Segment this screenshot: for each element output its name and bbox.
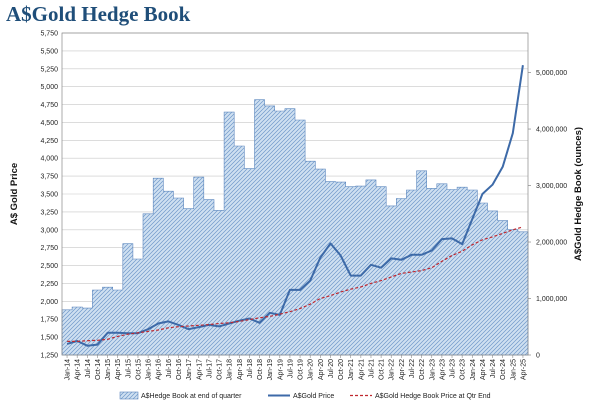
x-tick-label: Jul-14 [85, 359, 92, 378]
y-tick-label: 3,500 [40, 192, 58, 199]
x-tick-label: Jan-21 [348, 359, 355, 381]
x-tick-label: Jan-18 [227, 359, 234, 381]
legend-label-gold-price: A$Gold Price [293, 393, 334, 400]
y-tick-label: 5,000 [40, 84, 58, 91]
hedge-book-price-line [67, 226, 524, 342]
x-tick-label: Apr-22 [399, 359, 406, 380]
x-tick-label: Oct-22 [419, 359, 426, 380]
y-tick-label: 4,250 [40, 138, 58, 145]
x-tick-label: Jan-19 [267, 359, 274, 381]
x-tick-label: Jul-18 [247, 359, 254, 378]
x-tick-label: Apr-15 [115, 359, 122, 380]
x-tick-label: Oct-23 [460, 359, 467, 380]
x-tick-label: Apr-19 [277, 359, 284, 380]
x-tick-label: Oct-24 [500, 359, 507, 380]
legend-label-hedge-book: A$Hedge Book at end of quarter [141, 393, 242, 400]
x-tick-label: Oct-16 [176, 359, 183, 380]
legend: A$Hedge Book at end of quarter A$Gold Pri… [119, 391, 491, 400]
y2-tick-label: 2,000,000 [536, 240, 567, 247]
x-tick-label: Oct-20 [338, 359, 345, 380]
x-tick-label: Jul-15 [125, 359, 132, 378]
x-tick-label: Jul-24 [490, 359, 497, 378]
hedge-book-area-layer [61, 99, 529, 356]
x-tick-label: Jan-16 [146, 359, 153, 381]
y-axis-title: A$ Gold Price [9, 163, 20, 225]
x-tick-label: Jan-23 [429, 359, 436, 381]
y-tick-label: 2,000 [40, 299, 58, 306]
y2-tick-label: 5,000,000 [536, 70, 567, 77]
x-tick-label: Jan-25 [510, 359, 517, 381]
y-tick-label: 1,250 [40, 353, 58, 360]
x-tick-label: Apr-17 [196, 359, 203, 380]
gold-price-line [66, 65, 524, 347]
x-tick-label: Jan-20 [308, 359, 315, 381]
y2-tick-label: 3,000,000 [536, 183, 567, 190]
x-tick-label: Jan-17 [186, 359, 193, 381]
legend-label-hedge-price: A$Gold Hedge Book Price at Qtr End [375, 393, 491, 400]
x-tick-label: Oct-21 [379, 359, 386, 380]
y-tick-label: 5,500 [40, 48, 58, 55]
chart-title: A$Gold Hedge Book [6, 2, 191, 26]
axes-layer: 1,250 1,500 1,750 2,000 2,250 2,500 2,750 3,000… [9, 31, 584, 381]
y-tick-label: 2,750 [40, 245, 58, 252]
x-tick-label: Oct-18 [257, 359, 264, 380]
x-tick-label: Jul-17 [206, 359, 213, 378]
x-tick-label: Jul-16 [166, 359, 173, 378]
x-tick-label: Oct-15 [135, 359, 142, 380]
x-tick-label: Oct-14 [95, 359, 102, 380]
y-tick-label: 3,250 [40, 209, 58, 216]
x-tick-label: Apr-24 [480, 359, 487, 380]
x-tick-label: Jan-24 [470, 359, 477, 381]
x-tick-label: Apr-23 [439, 359, 446, 380]
y-tick-label: 2,500 [40, 263, 58, 270]
x-tick-label: Jul-21 [368, 359, 375, 378]
x-tick-label: Oct-17 [217, 359, 224, 380]
x-tick-label: Apr-21 [358, 359, 365, 380]
x-tick-label: Apr-25 [520, 359, 527, 380]
x-tick-label: Jul-20 [328, 359, 335, 378]
y-tick-label: 3,000 [40, 227, 58, 234]
y-tick-label: 1,750 [40, 317, 58, 324]
x-tick-label: Jan-14 [65, 359, 72, 381]
x-tick-label: Apr-20 [318, 359, 325, 380]
hedge-book-area [61, 99, 529, 356]
y-tick-label: 4,000 [40, 156, 58, 163]
y2-axis-title: A$Gold Hedge Book (ounces) [573, 127, 584, 261]
y2-tick-label: 4,000,000 [536, 127, 567, 134]
y-tick-label: 5,750 [40, 31, 58, 38]
x-tick-label: Apr-14 [75, 359, 82, 380]
y2-tick-label: 0 [536, 353, 540, 360]
y2-tick-label: 1,000,000 [536, 296, 567, 303]
y-tick-label: 4,750 [40, 102, 58, 109]
x-tick-label: Jul-22 [409, 359, 416, 378]
x-tick-label: Jul-23 [450, 359, 457, 378]
x-tick-label: Jan-15 [105, 359, 112, 381]
y-tick-label: 4,500 [40, 120, 58, 127]
price-lines-layer [66, 65, 524, 347]
legend-swatch-hedge-book [119, 391, 139, 400]
y-tick-label: 1,500 [40, 335, 58, 342]
plot-frame [61, 32, 529, 356]
x-tick-label: Jul-19 [287, 359, 294, 378]
y-tick-label: 3,750 [40, 174, 58, 181]
y-tick-label: 5,250 [40, 66, 58, 73]
y-tick-label: 2,250 [40, 281, 58, 288]
x-tick-label: Apr-18 [237, 359, 244, 380]
x-tick-label: Apr-16 [156, 359, 163, 380]
x-tick-label: Oct-19 [298, 359, 305, 380]
x-tick-label: Jan-22 [389, 359, 396, 381]
